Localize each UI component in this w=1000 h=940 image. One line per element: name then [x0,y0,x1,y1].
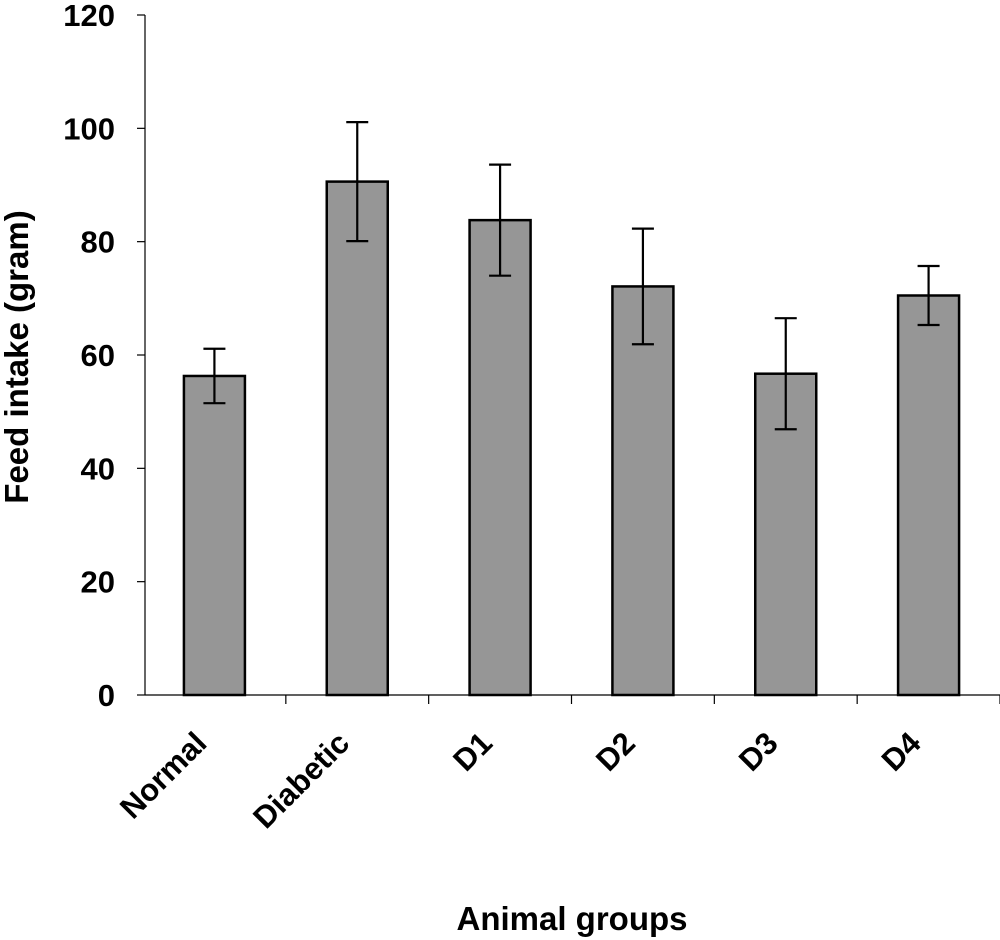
y-axis-title: Feed intake (gram) [0,210,35,503]
x-tick-label-d2: D2 [589,725,642,778]
y-tick-label: 20 [81,565,115,600]
x-axis-title: Animal groups [456,900,687,937]
y-tick-label: 60 [81,338,115,373]
error-bar-normal [203,347,226,405]
bar-d4 [896,294,961,697]
y-tick-label: 100 [63,111,115,146]
x-axis: Normal Diabetic D1 D2 D3 D4 [113,694,1000,835]
y-tick-label: 40 [81,451,115,486]
x-tick-label-d3: D3 [732,725,785,778]
x-tick-label-d4: D4 [875,725,928,778]
y-tick-label: 80 [81,225,115,260]
bars [182,180,961,697]
x-tick-label-d1: D1 [446,725,499,778]
bar-d1 [468,218,532,697]
bar-diabetic [325,180,389,697]
y-axis: 0 20 40 60 80 100 120 [63,0,146,713]
y-tick-label: 0 [98,678,115,713]
bar-normal [182,374,247,697]
error-bar-diabetic [346,120,369,243]
bar-d2 [611,285,675,697]
error-bar-d3 [774,317,797,431]
error-bars [203,120,940,431]
error-bar-d2 [631,227,654,346]
x-tick-label-diabetic: Diabetic [246,725,356,835]
bar-d3 [754,372,818,697]
y-tick-label: 120 [63,0,115,33]
error-bar-d4 [917,264,940,327]
x-tick-label-normal: Normal [113,725,213,825]
error-bar-d1 [489,163,512,277]
